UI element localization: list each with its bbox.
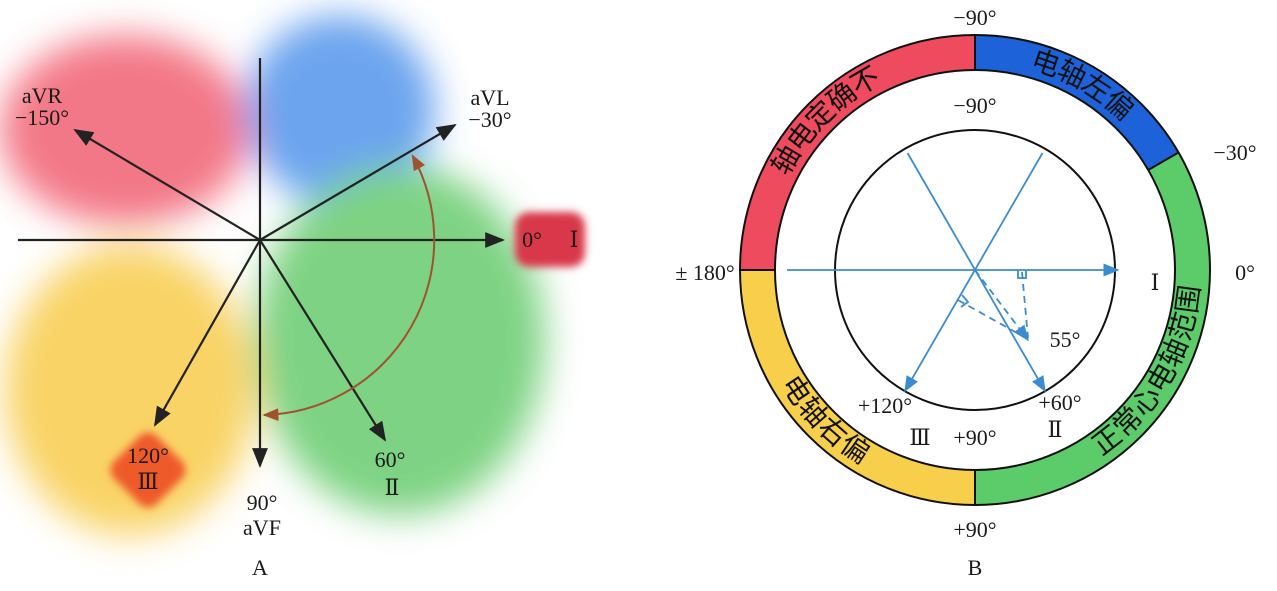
ring-segments — [740, 35, 1210, 505]
lead-angle: 90° — [247, 490, 278, 515]
panel-a: aVR −150° aVL −30° 0° Ⅰ 120° Ⅲ 90° aVF 6… — [0, 15, 585, 580]
lead-iii-arrow — [154, 239, 261, 427]
lead-i-badge — [515, 212, 585, 267]
ring-label-path: 轴电定确不 — [765, 60, 886, 181]
lead-name: Ⅱ — [1048, 417, 1063, 442]
lead-angle: 60° — [375, 447, 406, 472]
angle-label: −30° — [1213, 140, 1256, 165]
angle-label: −90° — [953, 5, 996, 30]
angle-label: 0° — [1235, 260, 1255, 285]
color-regions — [0, 15, 545, 535]
angle-label: +90° — [953, 517, 996, 542]
panel-b: 轴电定确不 电轴左偏 正常心电轴范围 电轴右偏 −90° −30° 0° ± 1… — [675, 5, 1256, 580]
ring-label-path: 电轴左偏 — [1027, 43, 1140, 127]
ring-label: 电轴左偏 — [1027, 43, 1140, 127]
angle-label: +90° — [953, 425, 996, 450]
lead-angle: 0° — [522, 227, 542, 252]
lead-name: aVR — [22, 83, 63, 108]
ring-label-path: 正常心电轴范围 — [1086, 283, 1207, 462]
lead-name: aVF — [243, 515, 281, 540]
angle-label: +60° — [1038, 390, 1081, 415]
lead-name: Ⅲ — [137, 469, 158, 494]
projection-lines — [957, 269, 1029, 342]
normal-range-arc — [262, 154, 436, 421]
angle-label: ± 180° — [675, 260, 734, 285]
lead-name: Ⅰ — [570, 227, 579, 252]
lead-angle: −30° — [468, 107, 511, 132]
lead-name: Ⅰ — [1151, 270, 1160, 295]
lead-iii-badge — [110, 432, 186, 508]
lead-angle: 120° — [127, 443, 169, 468]
panel-label: B — [968, 555, 983, 580]
angle-label: −90° — [953, 93, 996, 118]
lead-name: Ⅲ — [909, 425, 930, 450]
ring-separators — [740, 35, 1180, 505]
lead-angle: −150° — [15, 105, 69, 130]
avr-arrow — [73, 128, 261, 241]
right-angle-marks — [960, 270, 1027, 308]
lead-name: Ⅱ — [385, 475, 400, 500]
angle-label: +120° — [858, 393, 912, 418]
lead-name: aVL — [470, 85, 509, 110]
ring-label: 正常心电轴范围 — [1086, 283, 1207, 462]
ring-label: 轴电定确不 — [765, 60, 886, 181]
panel-label: A — [252, 555, 268, 580]
ring-label: 电轴右偏 — [775, 369, 876, 470]
ring-label-path: 电轴右偏 — [775, 369, 876, 470]
lead-iii-line — [904, 152, 1044, 393]
angle-label: 55° — [1050, 327, 1081, 352]
